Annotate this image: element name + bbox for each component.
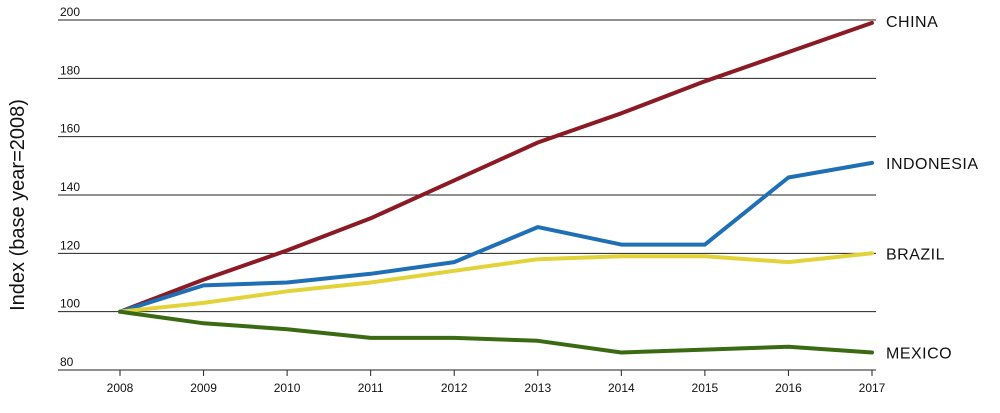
series-line-china — [118, 20, 874, 314]
series-label-brazil: BRAZIL — [886, 246, 945, 263]
y-tick-label: 160 — [60, 122, 80, 136]
x-tick-label: 2012 — [441, 381, 468, 395]
x-tick-label: 2009 — [190, 381, 217, 395]
series-line-brazil — [118, 251, 874, 314]
y-tick-label: 140 — [60, 180, 80, 194]
y-tick-label: 120 — [60, 238, 80, 252]
x-tick-label: 2008 — [107, 381, 134, 395]
x-tick-label: 2014 — [608, 381, 635, 395]
series-label-indonesia: INDONESIA — [886, 156, 979, 173]
axes: 80 100 120 140 160 180 200 2008 2009 2010 2011 2012… — [60, 5, 886, 395]
y-tick-label: 180 — [60, 63, 80, 77]
x-tick-label: 2017 — [859, 381, 886, 395]
x-tick-label: 2010 — [274, 381, 301, 395]
gridlines — [58, 19, 876, 371]
x-tick-label: 2016 — [775, 381, 802, 395]
series-lines — [118, 20, 874, 355]
x-tick-label: 2011 — [358, 381, 384, 395]
y-axis-label: Index (base year=2008) — [7, 99, 29, 311]
x-tick-label: 2015 — [692, 381, 719, 395]
series-line-mexico — [118, 309, 874, 355]
y-tick-label: 80 — [60, 355, 74, 369]
y-tick-label: 200 — [60, 5, 80, 19]
series-line-indonesia — [118, 160, 874, 314]
x-tick-label: 2013 — [524, 381, 551, 395]
series-label-china: CHINA — [886, 14, 938, 31]
y-tick-label: 100 — [60, 297, 80, 311]
series-label-mexico: MEXICO — [886, 346, 952, 363]
series-labels: CHINA INDONESIA BRAZIL MEXICO — [886, 14, 979, 363]
